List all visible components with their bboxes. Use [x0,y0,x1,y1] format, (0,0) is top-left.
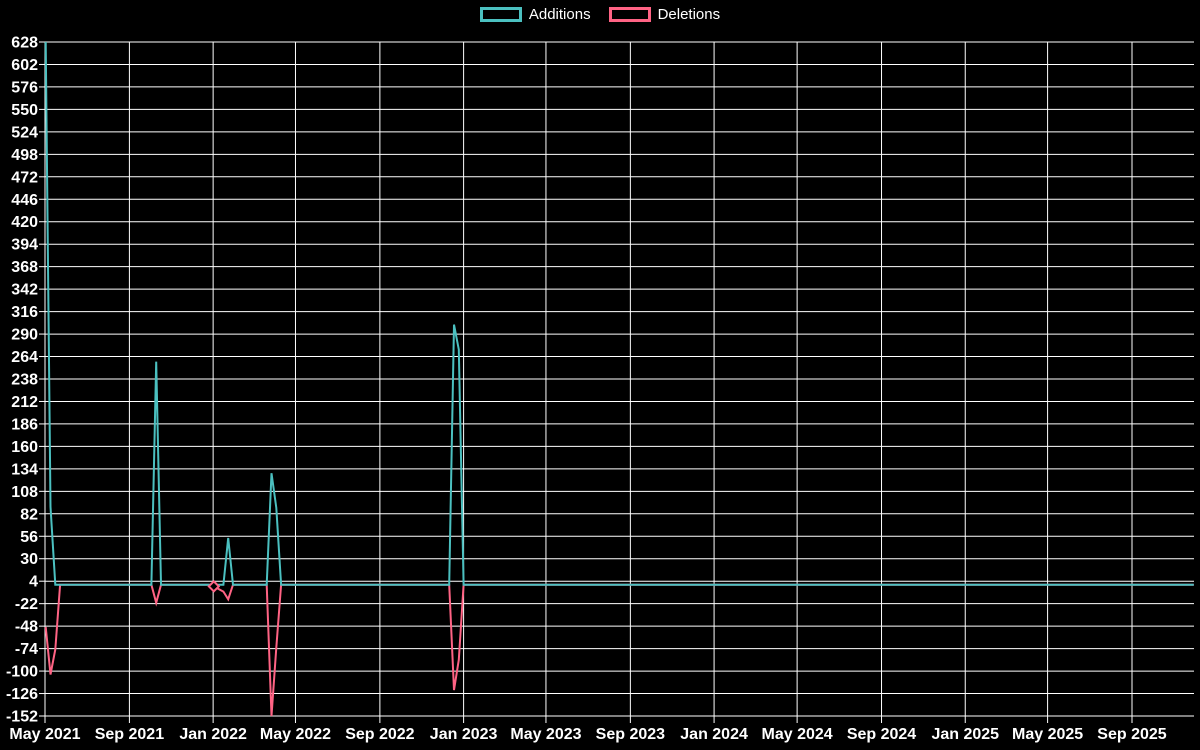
x-tick-label: Sep 2021 [95,726,164,743]
y-tick-label: 212 [11,394,38,411]
x-tick-label: Sep 2025 [1097,726,1166,743]
y-tick-label: 498 [11,147,38,164]
x-tick-label: Sep 2024 [847,726,916,743]
y-tick-label: 576 [11,79,38,96]
y-tick-label: 108 [11,484,38,501]
y-tick-label: -126 [6,686,38,703]
y-tick-label: 394 [11,237,38,254]
y-tick-label: 420 [11,214,38,231]
y-tick-label: 186 [11,416,38,433]
y-tick-label: 316 [11,304,38,321]
y-tick-label: -48 [15,619,38,636]
x-tick-label: May 2025 [1012,726,1083,743]
y-tick-label: 238 [11,372,38,389]
y-tick-label: 30 [20,551,38,568]
y-tick-label: 446 [11,192,38,209]
series-line-deletions [44,583,1194,717]
y-tick-label: 368 [11,259,38,276]
legend-swatch-additions [479,7,522,22]
y-tick-label: -152 [6,709,38,726]
x-tick-label: May 2021 [9,726,80,743]
x-tick-label: May 2024 [762,726,833,743]
x-tick-label: Jan 2025 [931,726,999,743]
y-tick-label: 602 [11,57,38,74]
x-tick-label: Jan 2023 [430,726,498,743]
chart-legend: Additions Deletions [0,6,1200,23]
y-tick-label: 134 [11,461,38,478]
y-tick-label: 82 [20,506,38,523]
y-tick-label: 56 [20,529,38,546]
x-tick-label: May 2022 [260,726,331,743]
legend-item-deletions[interactable]: Deletions [608,6,721,23]
y-tick-label: 160 [11,439,38,456]
y-tick-label: 264 [11,349,38,366]
y-tick-label: 4 [29,574,38,591]
x-tick-label: Sep 2023 [596,726,665,743]
y-tick-label: -100 [6,664,38,681]
x-tick-label: Jan 2022 [179,726,247,743]
y-tick-label: 472 [11,169,38,186]
legend-item-additions[interactable]: Additions [479,6,591,23]
series-line-additions [44,41,1194,586]
y-tick-label: 550 [11,102,38,119]
x-tick-label: Jan 2024 [680,726,748,743]
y-tick-label: -74 [15,641,38,658]
point-marker-deletions [207,579,221,593]
y-tick-label: 524 [11,124,38,141]
legend-label-deletions: Deletions [657,6,721,23]
y-tick-label: 342 [11,282,38,299]
y-tick-label: 628 [11,35,38,52]
legend-label-additions: Additions [528,6,591,23]
y-tick-label: 290 [11,327,38,344]
y-tick-label: -22 [15,596,38,613]
x-tick-label: Sep 2022 [345,726,414,743]
legend-swatch-deletions [608,7,651,22]
x-tick-label: May 2023 [510,726,581,743]
